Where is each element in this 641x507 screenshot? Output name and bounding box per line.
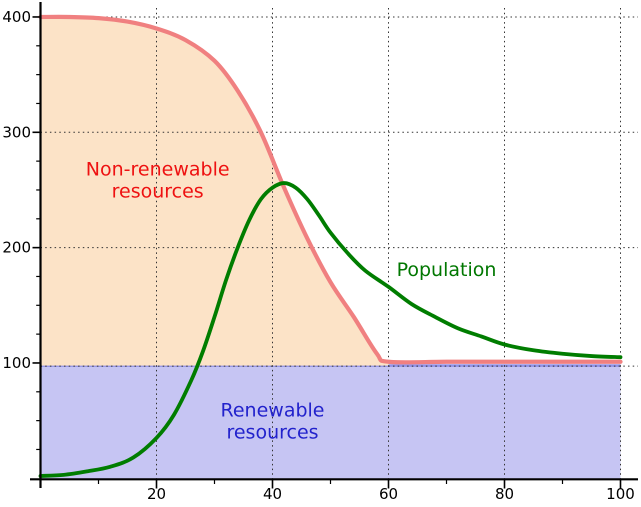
y-tick-label-200: 200 [2, 239, 31, 257]
y-tick-label-100: 100 [2, 354, 31, 372]
x-tick-label-40: 40 [263, 485, 282, 503]
area-fills-layer [40, 16, 621, 480]
gridlines-layer [40, 8, 638, 479]
population-curve [38, 181, 623, 478]
y-tick-label-400: 400 [2, 8, 31, 26]
x-tick-label-100: 100 [606, 485, 635, 503]
renewable-area [40, 365, 621, 480]
x-tick-label-60: 60 [379, 485, 398, 503]
axes-layer [30, 2, 638, 489]
tick-labels-layer: 100 200 300 400 20 40 60 80 100 [2, 8, 634, 503]
x-tick-label-80: 80 [495, 485, 514, 503]
nonrenewable-curve [38, 14, 623, 365]
series-curves-layer [38, 14, 623, 478]
x-tick-label-20: 20 [147, 485, 166, 503]
y-tick-label-300: 300 [2, 123, 31, 141]
nonrenewable-area [40, 16, 389, 366]
